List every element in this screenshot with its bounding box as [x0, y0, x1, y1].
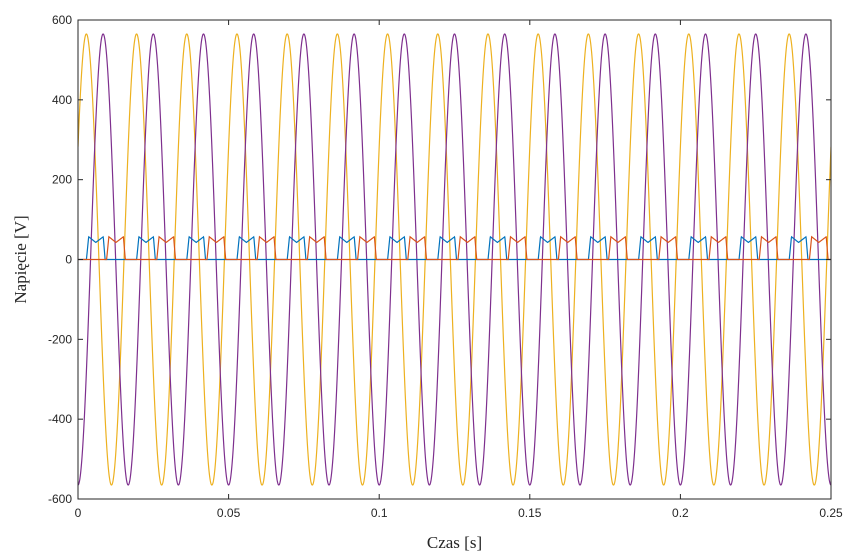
x-tick-label: 0.15 [518, 506, 542, 520]
series-line-3 [78, 235, 831, 261]
x-axis-title: Czas [s] [427, 533, 482, 552]
ticks-layer: 0 0.05 0.1 0.15 0.2 0.25 -600 -400 -200 0 200 400 60… [48, 13, 843, 520]
y-tick-label: 400 [52, 93, 72, 107]
y-axis-title: Napięcie [V] [11, 215, 30, 303]
x-tick-label: 0.05 [217, 506, 241, 520]
series-line-1 [78, 33, 831, 486]
y-tick-label: 200 [52, 173, 72, 187]
y-tick-label: -200 [48, 332, 72, 346]
y-tick-label: -600 [48, 492, 72, 506]
x-tick-label: 0.1 [371, 506, 388, 520]
x-tick-label: 0 [75, 506, 82, 520]
series-layer [78, 33, 831, 486]
y-tick-label: -400 [48, 412, 72, 426]
series-line-4 [78, 235, 831, 261]
y-tick-label: 600 [52, 13, 72, 27]
x-tick-label: 0.25 [819, 506, 843, 520]
y-tick-label: 0 [65, 253, 72, 267]
series-line-2 [78, 33, 831, 486]
x-tick-label: 0.2 [672, 506, 689, 520]
